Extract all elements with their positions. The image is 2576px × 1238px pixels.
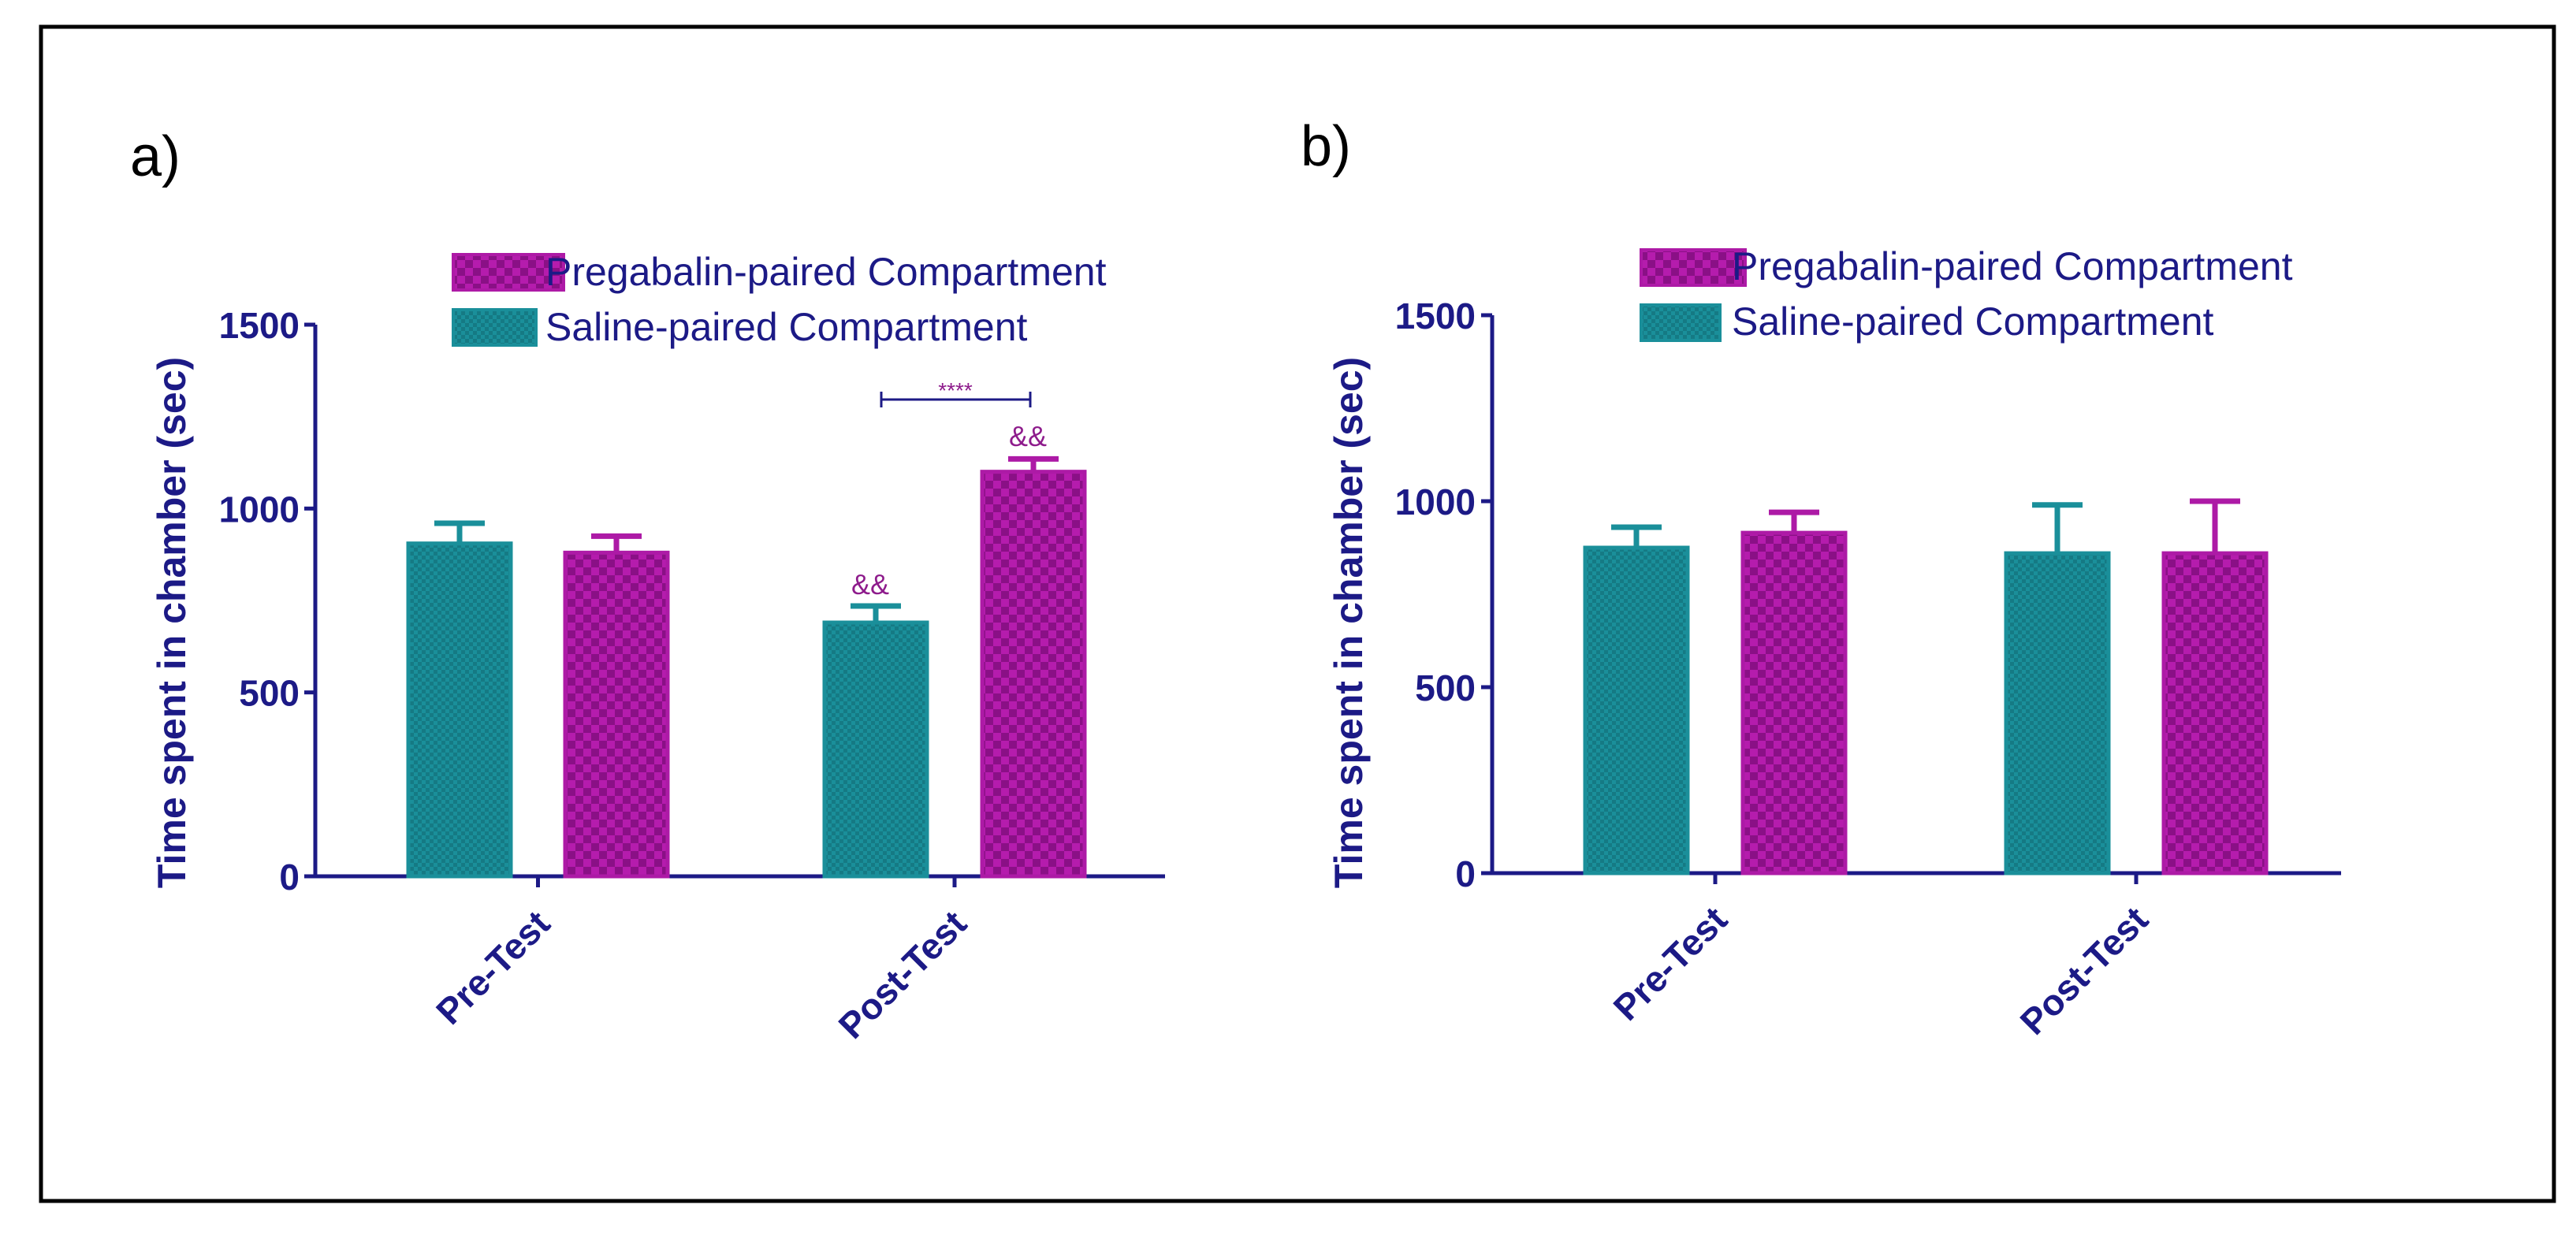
panel-b: b) Pregabalin-paired Compartment Saline-… xyxy=(1301,115,2341,1043)
pregabalin-post-annotation: && xyxy=(1009,420,1047,452)
panel-a: a) Pregabalin-paired Compartment Saline-… xyxy=(130,125,1165,1047)
legend-b-pregabalin-swatch xyxy=(1640,248,1747,287)
panel-b-label: b) xyxy=(1301,115,1351,178)
panel-a-significance: **** && && xyxy=(851,378,1047,600)
legend-a-pregabalin-label: Pregabalin-paired Compartment xyxy=(545,250,1107,294)
y-tick-label: 500 xyxy=(239,673,300,714)
panel-b-y-label: Time spent in chamber (sec) xyxy=(1327,357,1371,888)
legend-a-saline-swatch xyxy=(452,308,538,347)
x-tick-label: Post-Test xyxy=(831,902,975,1047)
legend-b-saline-label: Saline-paired Compartment xyxy=(1732,299,2214,344)
bar-b-pregabalin-post-test xyxy=(2161,551,2269,876)
x-tick-label: Pre-Test xyxy=(1606,898,1736,1028)
panel-a-legend: Pregabalin-paired Compartment Saline-pai… xyxy=(452,250,1107,349)
y-tick-label: 0 xyxy=(1455,853,1476,894)
bar-b-pregabalin-pre-test xyxy=(1740,530,1848,876)
legend-a-saline-label: Saline-paired Compartment xyxy=(545,305,1028,349)
y-tick-label: 1500 xyxy=(219,305,300,346)
legend-b-pregabalin-label: Pregabalin-paired Compartment xyxy=(1732,244,2293,288)
bar-b-saline-post-test xyxy=(2004,551,2111,876)
legend-a-pregabalin-swatch xyxy=(452,253,565,292)
x-tick-label: Pre-Test xyxy=(428,902,558,1032)
panel-a-bars xyxy=(406,455,1087,879)
bar-a-pregabalin-pre-test xyxy=(563,550,670,879)
panel-b-legend: Pregabalin-paired Compartment Saline-pai… xyxy=(1640,244,2293,344)
figure-border xyxy=(39,24,2556,1203)
y-tick-label: 1000 xyxy=(1395,481,1476,522)
bar-b-saline-pre-test xyxy=(1583,545,1690,876)
y-tick-label: 1500 xyxy=(1395,296,1476,336)
panel-a-label: a) xyxy=(130,125,181,188)
y-tick-label: 0 xyxy=(279,857,300,898)
panel-b-bars xyxy=(1583,498,2269,876)
bar-a-saline-pre-test xyxy=(406,541,513,879)
significance-stars: **** xyxy=(938,378,973,403)
saline-post-annotation: && xyxy=(851,568,889,600)
x-tick-label: Post-Test xyxy=(2012,898,2157,1043)
legend-b-saline-swatch xyxy=(1640,303,1722,342)
y-tick-label: 1000 xyxy=(219,489,300,530)
bar-a-saline-post-test xyxy=(822,620,929,879)
y-tick-label: 500 xyxy=(1415,667,1476,708)
panel-a-y-label: Time spent in chamber (sec) xyxy=(150,357,194,888)
bar-a-pregabalin-post-test xyxy=(980,470,1087,879)
